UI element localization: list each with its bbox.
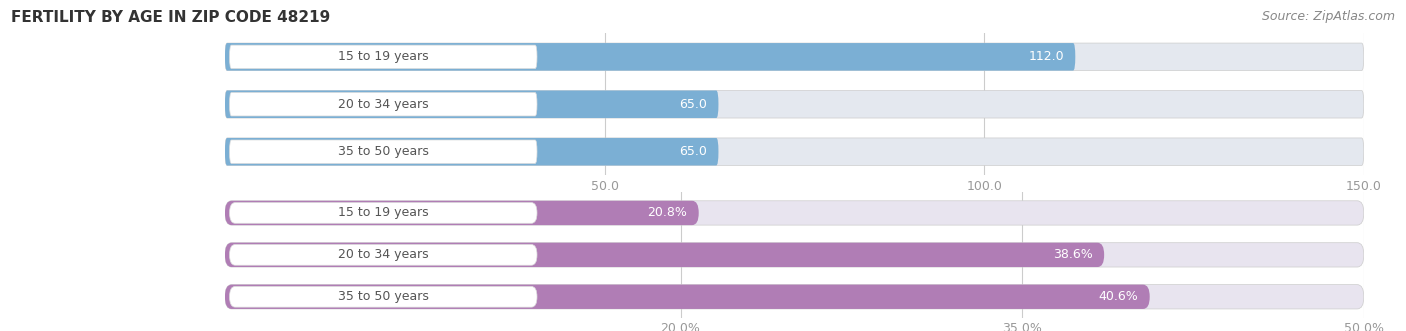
FancyBboxPatch shape <box>225 285 1364 309</box>
Text: 15 to 19 years: 15 to 19 years <box>337 207 429 219</box>
FancyBboxPatch shape <box>229 45 537 69</box>
FancyBboxPatch shape <box>225 90 718 118</box>
Text: 65.0: 65.0 <box>679 98 707 111</box>
FancyBboxPatch shape <box>225 90 1364 118</box>
FancyBboxPatch shape <box>225 201 1364 225</box>
Text: 20 to 34 years: 20 to 34 years <box>337 248 429 261</box>
FancyBboxPatch shape <box>225 43 1076 71</box>
Text: 15 to 19 years: 15 to 19 years <box>337 50 429 63</box>
FancyBboxPatch shape <box>225 201 699 225</box>
FancyBboxPatch shape <box>225 243 1364 267</box>
Text: Source: ZipAtlas.com: Source: ZipAtlas.com <box>1261 10 1395 23</box>
FancyBboxPatch shape <box>229 203 537 223</box>
Text: 112.0: 112.0 <box>1028 50 1064 63</box>
FancyBboxPatch shape <box>229 140 537 164</box>
FancyBboxPatch shape <box>229 286 537 307</box>
FancyBboxPatch shape <box>225 243 1104 267</box>
FancyBboxPatch shape <box>225 43 1364 71</box>
FancyBboxPatch shape <box>225 138 718 166</box>
Text: 38.6%: 38.6% <box>1053 248 1092 261</box>
Text: 65.0: 65.0 <box>679 145 707 158</box>
FancyBboxPatch shape <box>229 93 537 116</box>
Text: FERTILITY BY AGE IN ZIP CODE 48219: FERTILITY BY AGE IN ZIP CODE 48219 <box>11 10 330 25</box>
Text: 35 to 50 years: 35 to 50 years <box>337 290 429 303</box>
Text: 20.8%: 20.8% <box>647 207 688 219</box>
Text: 40.6%: 40.6% <box>1098 290 1139 303</box>
FancyBboxPatch shape <box>225 138 1364 166</box>
Text: 35 to 50 years: 35 to 50 years <box>337 145 429 158</box>
FancyBboxPatch shape <box>225 285 1150 309</box>
Text: 20 to 34 years: 20 to 34 years <box>337 98 429 111</box>
FancyBboxPatch shape <box>229 245 537 265</box>
